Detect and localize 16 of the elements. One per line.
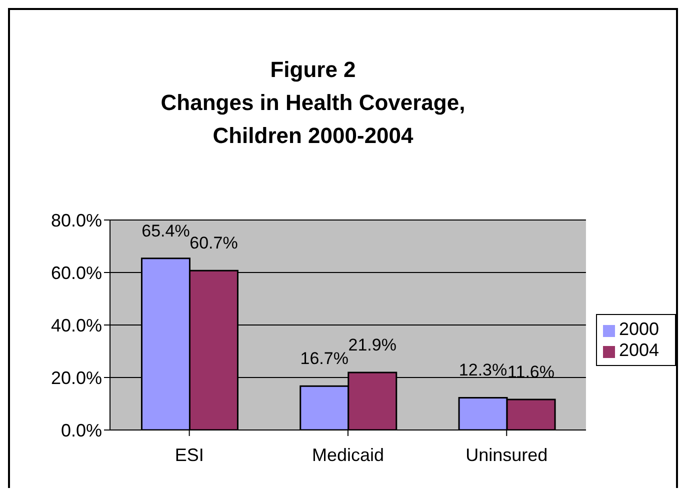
y-tick-label: 0.0% xyxy=(60,420,102,440)
y-tick-label: 60.0% xyxy=(50,262,102,283)
x-tick-label: Medicaid xyxy=(312,444,384,465)
data-label: 16.7% xyxy=(300,349,348,368)
chart-title: Figure 2 Changes in Health Coverage, Children 2000-2004 xyxy=(160,56,466,150)
legend-label: 2000 xyxy=(618,319,659,339)
y-tick-label: 40.0% xyxy=(50,315,102,336)
data-label: 60.7% xyxy=(190,234,238,253)
x-tick-label: Uninsured xyxy=(466,444,548,465)
legend-label: 2004 xyxy=(618,340,659,360)
data-label: 12.3% xyxy=(458,360,508,380)
x-tick-label: ESI xyxy=(174,444,204,465)
data-label: 21.9% xyxy=(348,336,396,355)
y-tick-label: 20.0% xyxy=(50,368,102,388)
data-label: 65.4% xyxy=(142,221,190,240)
y-tick-label: 80.0% xyxy=(50,210,102,230)
